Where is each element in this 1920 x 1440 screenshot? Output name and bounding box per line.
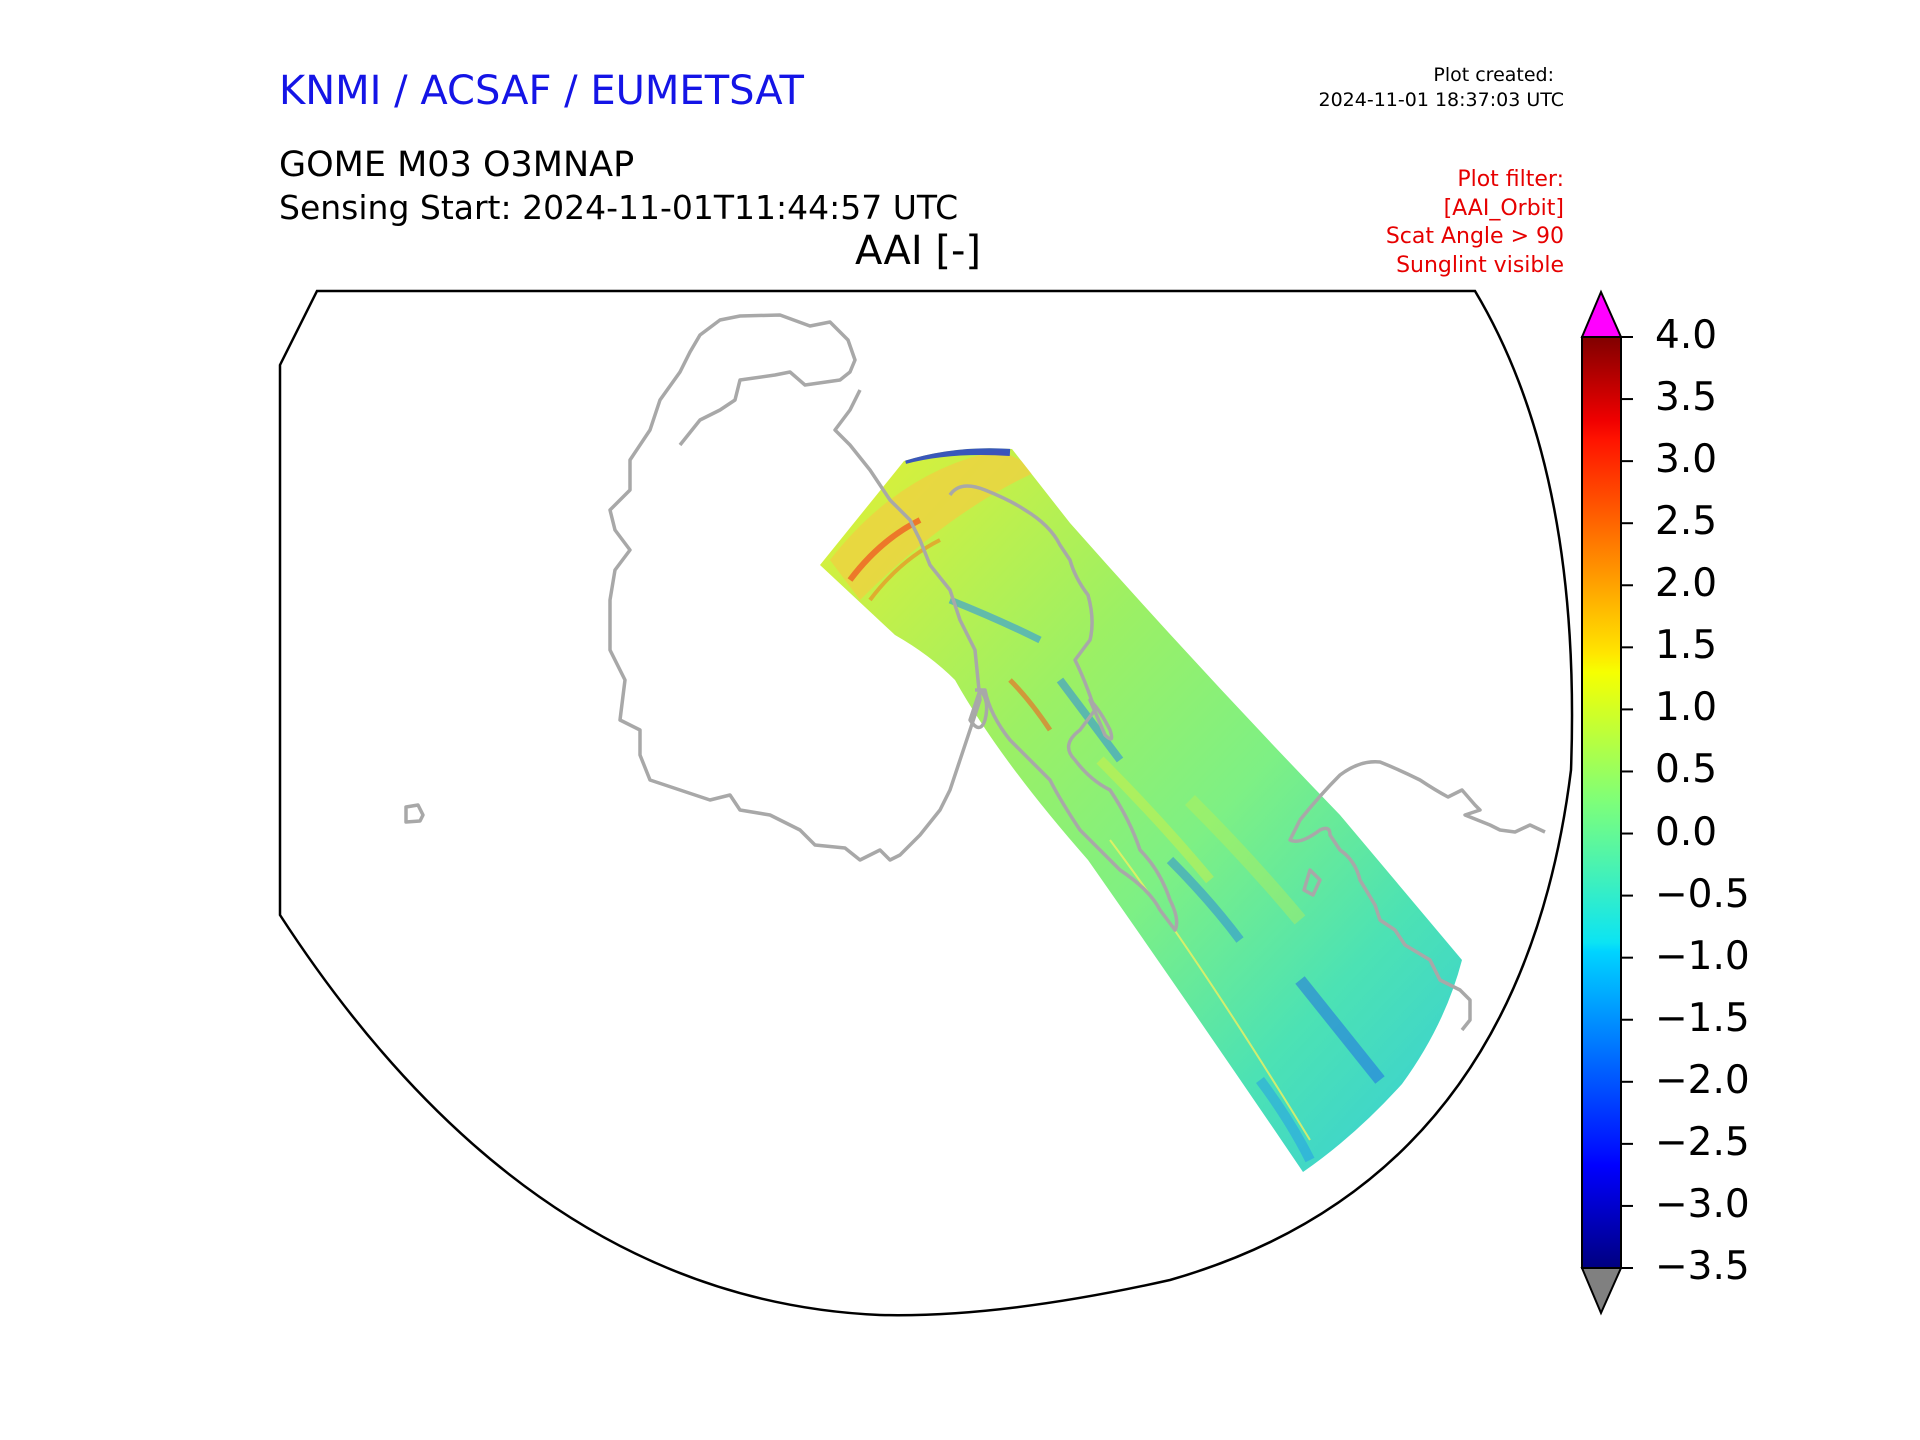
- plot-created-label: Plot created:: [1433, 64, 1554, 86]
- product-title: GOME M03 O3MNAP: [279, 145, 635, 185]
- colorbar-tick-label: −3.5: [1655, 1244, 1750, 1289]
- colorbar-tick-label: −2.5: [1655, 1119, 1750, 1165]
- colorbar-tick-label: 3.5: [1655, 375, 1718, 421]
- colorbar-tick-label: −0.5: [1655, 871, 1750, 917]
- plot-filter-label: Plot filter:: [1457, 167, 1564, 192]
- colorbar-under-arrow: [1580, 1267, 1623, 1316]
- colorbar-tick-label: 2.0: [1655, 561, 1718, 607]
- colorbar-tick-label: −1.5: [1655, 995, 1750, 1041]
- coastline-islands-barents: [1302, 868, 1322, 897]
- plot-created-time: 2024-11-01 18:37:03 UTC: [1318, 89, 1565, 111]
- coastline-greenland: [608, 313, 982, 862]
- coastline-svalbard-archipelago: [948, 484, 1179, 932]
- map-boundary: [278, 289, 1574, 1317]
- colorbar-tick-label: −1.0: [1655, 933, 1750, 979]
- colorbar-tick-label: 1.5: [1655, 623, 1718, 669]
- coastline-island-2: [1088, 698, 1114, 741]
- colorbar-tick-label: 1.0: [1655, 685, 1718, 731]
- colorbar-tick-label: 2.5: [1655, 499, 1718, 545]
- coastlines: [404, 313, 1546, 1032]
- plot-filter-scat-angle: Scat Angle > 90: [1385, 224, 1564, 249]
- coastline-island-1: [968, 688, 989, 730]
- colorbar-gradient: [1581, 336, 1622, 1269]
- plot-filter-sunglint: Sunglint visible: [1396, 253, 1564, 278]
- colorbar: [1580, 289, 1633, 1316]
- coastline-russia: [1298, 760, 1546, 834]
- colorbar-tick-label: −3.0: [1655, 1181, 1750, 1227]
- colorbar-tick-label: 4.0: [1655, 313, 1718, 358]
- colorbar-tick-label: 0.0: [1655, 809, 1718, 855]
- plot-filter-orbit: [AAI_Orbit]: [1443, 196, 1564, 221]
- colorbar-tick-label: 0.5: [1655, 747, 1718, 793]
- sensing-start: Sensing Start: 2024-11-01T11:44:57 UTC: [279, 188, 959, 227]
- colorbar-tick-label: −2.0: [1655, 1057, 1750, 1103]
- coastline-scandinavia: [1288, 819, 1472, 1032]
- organization-title: KNMI / ACSAF / EUMETSAT: [279, 68, 804, 114]
- colorbar-tick-label: 3.0: [1655, 437, 1718, 483]
- coastline-iceland: [404, 803, 425, 824]
- variable-title: AAI [-]: [855, 228, 981, 274]
- colorbar-over-arrow: [1580, 289, 1623, 338]
